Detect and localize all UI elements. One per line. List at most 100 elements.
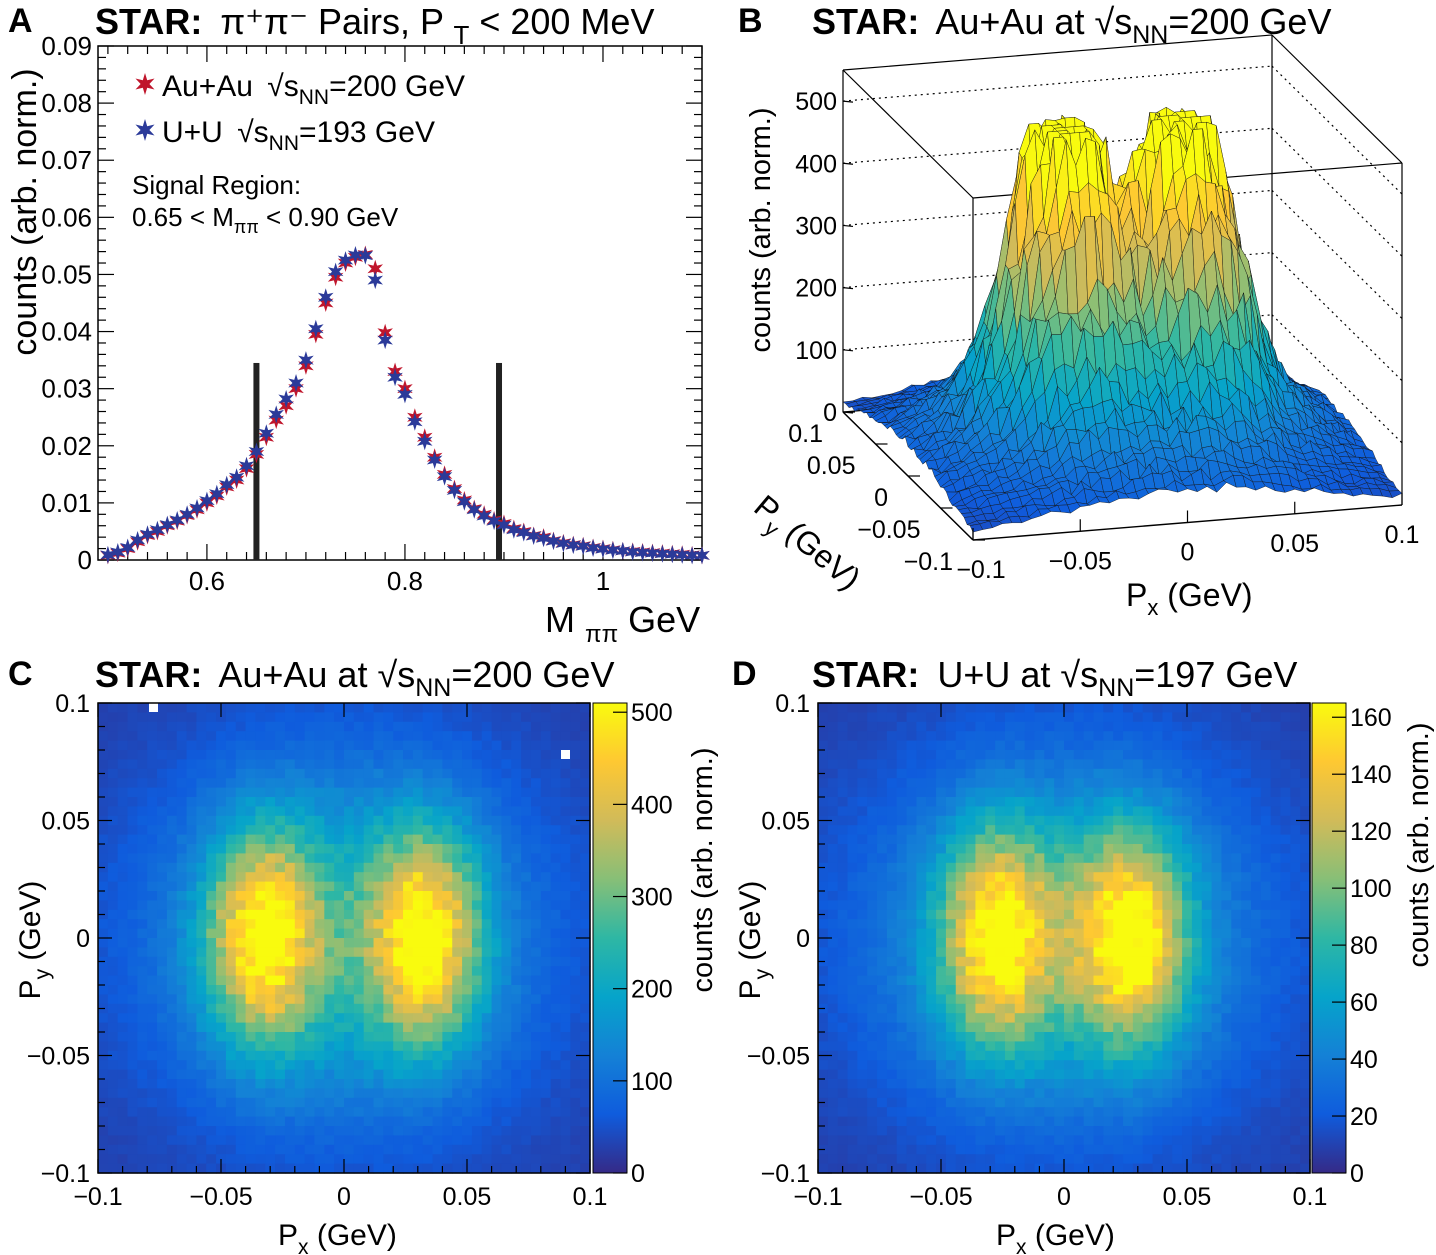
- heatmap-cell: [284, 919, 296, 930]
- heatmap-cell: [570, 1144, 581, 1155]
- heatmap-cell: [166, 1154, 178, 1165]
- heatmap-cell: [206, 797, 217, 807]
- heatmap-cell: [373, 994, 384, 1005]
- heatmap-cell: [422, 909, 434, 920]
- heatmap-cell: [393, 1116, 404, 1127]
- heatmap-cell: [235, 703, 247, 713]
- heatmap-cell: [304, 1163, 316, 1174]
- heatmap-cell: [363, 1050, 375, 1061]
- heatmap-cell: [284, 759, 296, 770]
- heatmap-cell: [452, 1135, 463, 1146]
- heatmap-cell: [521, 1163, 532, 1174]
- heatmap-cell: [147, 909, 158, 920]
- heatmap-cell: [245, 759, 257, 770]
- heatmap-cell: [373, 1013, 384, 1024]
- heatmap-cell: [206, 759, 217, 770]
- heatmap-cell: [334, 1003, 345, 1014]
- heatmap-cell: [255, 1135, 266, 1146]
- heatmap-cell: [422, 1135, 434, 1146]
- heatmap-cell: [560, 1003, 571, 1014]
- heatmap-cell: [284, 750, 296, 760]
- heatmap-cell: [1073, 703, 1085, 713]
- heatmap-cell: [284, 1032, 296, 1042]
- heatmap-cell: [137, 797, 148, 807]
- heatmap-cell: [383, 778, 394, 789]
- heatmap-cell: [265, 975, 276, 986]
- heatmap-cell: [225, 806, 237, 817]
- heatmap-cell: [294, 872, 306, 883]
- heatmap-cell: [373, 1088, 384, 1099]
- heatmap-cell: [403, 1144, 414, 1155]
- heatmap-cell: [216, 919, 227, 930]
- y-tick-label: 0.06: [41, 202, 92, 232]
- heatmap-cell: [570, 1154, 581, 1165]
- panel-d-title-sub: NN: [1098, 674, 1134, 702]
- heatmap-cell: [422, 966, 434, 977]
- heatmap-cell: [166, 872, 178, 883]
- heatmap-cell: [403, 1126, 414, 1136]
- heatmap-cell: [176, 900, 188, 911]
- heatmap-cell: [284, 1041, 296, 1052]
- heatmap-cell: [275, 750, 286, 760]
- z-tick: [842, 349, 854, 352]
- heatmap-cell: [393, 1163, 404, 1174]
- heatmap-cell: [275, 985, 286, 995]
- heatmap-cell: [393, 966, 404, 977]
- heatmap-cell: [422, 1079, 434, 1089]
- heatmap-cell: [176, 740, 188, 751]
- heatmap-cell: [334, 731, 345, 742]
- heatmap-cell: [255, 768, 266, 779]
- heatmap-cell: [284, 825, 296, 836]
- heatmap-cell: [462, 1088, 473, 1099]
- heatmap-cell: [314, 797, 325, 807]
- heatmap-cell: [157, 740, 168, 751]
- heatmap-cell: [225, 1126, 237, 1136]
- heatmap-cell: [186, 834, 197, 845]
- heatmap-cell: [560, 1107, 571, 1118]
- heatmap-cell: [570, 985, 581, 995]
- heatmap-cell: [462, 1041, 473, 1052]
- heatmap-cell: [452, 956, 463, 967]
- heatmap-cell: [225, 703, 237, 713]
- box-edge: [842, 34, 1273, 71]
- heatmap-cell: [117, 1022, 129, 1033]
- heatmap-cell: [284, 947, 296, 958]
- heatmap-cell: [550, 938, 562, 948]
- heatmap-cell: [412, 844, 424, 854]
- heatmap-cell: [176, 1135, 188, 1146]
- heatmap-cell: [314, 862, 325, 873]
- heatmap-cell: [550, 834, 562, 845]
- heatmap-cell: [580, 731, 591, 742]
- heatmap-cell: [491, 797, 503, 807]
- heatmap-cell: [107, 994, 119, 1005]
- heatmap-cell: [206, 1107, 217, 1118]
- heatmap-cell: [294, 900, 306, 911]
- heatmap-cell: [186, 891, 197, 901]
- heatmap-cell: [225, 891, 237, 901]
- heatmap-cell: [353, 797, 365, 807]
- heatmap-cell: [186, 1144, 197, 1155]
- heatmap-cell: [580, 900, 591, 911]
- heatmap-cell: [403, 1041, 414, 1052]
- panel-a-title: STAR: π⁺π⁻ Pairs, P T < 200 MeV: [95, 1, 654, 52]
- heatmap-cell: [334, 825, 345, 836]
- heatmap-cell: [363, 975, 375, 986]
- heatmap-cell: [452, 1032, 463, 1042]
- heatmap-cell: [196, 966, 207, 977]
- x-tick-label: −0.05: [1049, 547, 1112, 575]
- heatmap-cell: [393, 928, 404, 939]
- heatmap-cell: [550, 1135, 562, 1146]
- heatmap-cell: [206, 1126, 217, 1136]
- heatmap-cell: [166, 1079, 178, 1089]
- heatmap-cell: [98, 703, 109, 713]
- heatmap-cell: [344, 872, 355, 883]
- panel-a-title-sub: T: [453, 20, 469, 50]
- heatmap-cell: [98, 1135, 109, 1146]
- heatmap-cell: [471, 1013, 483, 1024]
- heatmap-cell: [275, 815, 286, 826]
- heatmap-cell: [314, 806, 325, 817]
- heatmap-cell: [422, 1097, 434, 1108]
- data-point-uu: [347, 246, 364, 265]
- panel-c-title: STAR: Au+Au at √sNN=200 GeV: [95, 654, 614, 702]
- data-point-auau: [367, 259, 384, 278]
